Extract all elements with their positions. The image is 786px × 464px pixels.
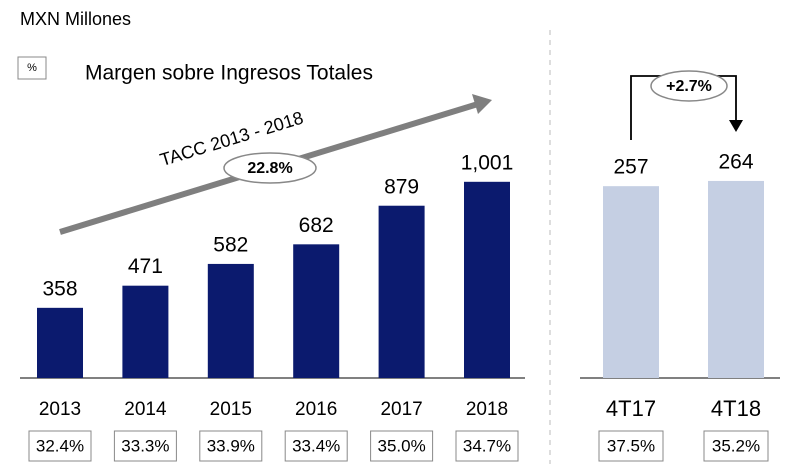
x-tick-label: 2016 bbox=[295, 399, 337, 420]
margin-box bbox=[598, 430, 664, 462]
bar bbox=[378, 205, 425, 378]
margin-label: 33.9% bbox=[207, 436, 255, 455]
bar bbox=[603, 186, 659, 378]
bar bbox=[37, 307, 83, 378]
legend-label: Margen sobre Ingresos Totales bbox=[85, 62, 373, 85]
growth-ellipse bbox=[650, 70, 728, 102]
value-label: 471 bbox=[128, 255, 163, 278]
margin-box bbox=[455, 430, 519, 462]
value-label: 1,001 bbox=[461, 151, 514, 174]
value-label: 682 bbox=[299, 214, 334, 237]
margin-label: 34.7% bbox=[463, 436, 511, 455]
value-label: 358 bbox=[42, 277, 77, 300]
margin-box bbox=[703, 430, 769, 462]
x-tick-label: 4T18 bbox=[711, 396, 761, 421]
growth-value: +2.7% bbox=[666, 78, 712, 95]
cagr-arrow-head bbox=[472, 94, 492, 114]
margin-box bbox=[113, 430, 177, 462]
cagr-value: 22.8% bbox=[247, 160, 292, 177]
x-tick-label: 2015 bbox=[210, 399, 252, 420]
x-tick-label: 2014 bbox=[124, 399, 167, 420]
x-tick-label: 2013 bbox=[39, 399, 81, 420]
bar bbox=[122, 285, 169, 378]
bar bbox=[708, 180, 764, 378]
value-label: 582 bbox=[213, 233, 248, 256]
value-label: 264 bbox=[718, 150, 753, 173]
x-tick-label: 2017 bbox=[380, 399, 422, 420]
unit-label: MXN Millones bbox=[20, 9, 131, 29]
bar bbox=[464, 181, 510, 378]
margin-label: 32.4% bbox=[36, 436, 84, 455]
margin-label: 37.5% bbox=[607, 436, 655, 455]
value-label: 257 bbox=[613, 156, 648, 179]
bar bbox=[207, 263, 254, 378]
cagr-ellipse bbox=[223, 152, 317, 184]
margin-label: 35.0% bbox=[377, 436, 425, 455]
margin-box bbox=[284, 430, 348, 462]
margin-box bbox=[199, 430, 263, 462]
margin-label: 35.2% bbox=[712, 436, 760, 455]
bar bbox=[293, 244, 340, 378]
margin-label: 33.3% bbox=[121, 436, 169, 455]
legend-box bbox=[17, 56, 47, 80]
legend-box-label: % bbox=[27, 62, 37, 74]
x-tick-label: 2018 bbox=[466, 399, 508, 420]
value-label: 879 bbox=[384, 175, 419, 198]
growth-arrow-head bbox=[729, 120, 743, 132]
margin-box bbox=[28, 430, 92, 462]
margin-box bbox=[370, 430, 434, 462]
x-tick-label: 4T17 bbox=[606, 396, 656, 421]
margin-label: 33.4% bbox=[292, 436, 340, 455]
